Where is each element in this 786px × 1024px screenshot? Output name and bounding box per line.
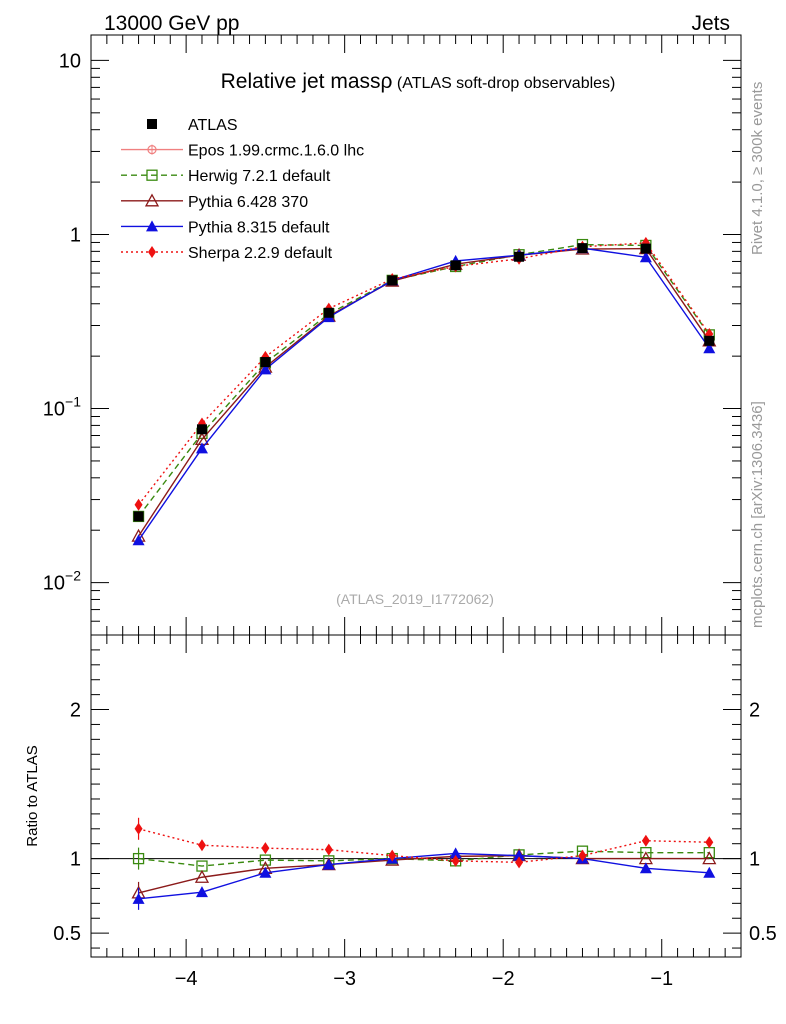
ratio-y-tick-label-right: 1	[749, 849, 760, 871]
series-line	[138, 243, 710, 517]
watermark: (ATLAS_2019_I1772062)	[336, 591, 494, 607]
ratio-y-tick-label-left: 2	[70, 700, 81, 722]
legend-entry-label: Herwig 7.2.1 default	[188, 168, 331, 185]
marker-diamond-filled	[451, 854, 460, 867]
marker-diamond-filled	[388, 849, 397, 862]
ratio-axis-ticks: 0.5 0.5 1 1 2 2 −4 −3 −2 −1	[53, 635, 777, 990]
marker-cross-circle	[147, 144, 157, 155]
y-tick-label: 10−2	[43, 568, 81, 595]
y-tick-label: 1	[70, 224, 81, 246]
marker-square-filled	[196, 424, 207, 435]
marker-triangle-filled	[639, 251, 652, 263]
x-tick-label: −1	[650, 968, 673, 990]
ratio-series-line	[138, 852, 710, 900]
marker-square-filled	[323, 307, 334, 318]
series-line	[137, 247, 710, 541]
marker-square-filled	[260, 357, 271, 368]
marker-square-filled	[640, 243, 651, 254]
marker-square-filled	[147, 119, 157, 129]
marker-diamond-filled	[578, 849, 587, 862]
marker-triangle-filled	[259, 363, 272, 375]
marker-diamond-filled	[148, 246, 156, 258]
ratio-plot-panel: 0.5 0.5 1 1 2 2 −4 −3 −2 −1 Ratio to ATLAS	[24, 634, 777, 990]
marker-square-open	[146, 169, 158, 181]
marker-triangle-filled	[259, 866, 272, 878]
marker-triangle-open	[194, 869, 210, 883]
ratio-series-line	[138, 854, 710, 894]
marker-square-filled	[704, 335, 715, 346]
marker-triangle-open	[702, 851, 717, 865]
ratio-series-line	[138, 828, 710, 864]
header-right: Jets	[691, 12, 730, 35]
marker-diamond-filled	[515, 856, 524, 869]
marker-square-filled	[514, 251, 525, 262]
side-label-bottom: mcplots.cern.ch [arXiv:1306.3436]	[749, 401, 766, 628]
y-tick-label-exp: −1	[65, 394, 81, 410]
marker-triangle-open	[144, 193, 160, 207]
marker-diamond-filled	[134, 822, 143, 835]
marker-triangle-filled	[703, 342, 716, 354]
x-tick-label: −4	[175, 968, 198, 990]
marker-triangle-filled	[195, 886, 208, 898]
legend-entry-label: Pythia 8.315 default	[188, 219, 330, 236]
marker-diamond-filled	[324, 843, 333, 856]
marker-square-open	[259, 854, 272, 866]
x-tick-label: −3	[333, 968, 356, 990]
marker-diamond-filled	[134, 498, 143, 511]
marker-triangle-filled	[639, 862, 652, 874]
marker-square-filled	[387, 275, 398, 286]
marker-triangle-filled	[132, 534, 145, 546]
y-tick-label: 10−1	[43, 394, 81, 421]
marker-triangle-filled	[146, 220, 158, 232]
marker-triangle-filled	[513, 849, 526, 861]
marker-square-filled	[450, 260, 461, 271]
marker-diamond-filled	[705, 836, 714, 849]
ratio-plot-frame	[90, 634, 742, 958]
y-tick-label-base: 10	[43, 573, 65, 595]
y-tick-label-exp: −2	[65, 568, 81, 584]
marker-square-filled	[133, 511, 144, 522]
marker-diamond-filled	[261, 842, 270, 855]
ratio-series-line	[138, 850, 710, 867]
legend-entry-label: ATLAS	[188, 117, 238, 134]
side-label-top: Rivet 4.1.0, ≥ 300k events	[749, 82, 766, 255]
y-tick-label-base: 10	[59, 50, 81, 72]
plot-title: Relative jet massρ (ATLAS soft-drop obse…	[221, 70, 616, 93]
marker-square-filled	[577, 243, 588, 254]
ratio-y-tick-label-left: 1	[70, 849, 81, 871]
y-tick-label: 10	[59, 50, 81, 72]
header-left: 13000 GeV pp	[104, 12, 239, 35]
legend-entry-label: Epos 1.99.crmc.1.6.0 lhc	[188, 143, 364, 160]
legend: ATLAS Epos 1.99.crmc.1.6.0 lhc Herwig 7.2.…	[121, 117, 364, 262]
legend-entry-label: Sherpa 2.2.9 default	[188, 245, 333, 262]
x-tick-label: −2	[492, 968, 515, 990]
series-line	[137, 247, 710, 537]
marker-triangle-filled	[703, 866, 716, 878]
series-line	[138, 242, 710, 506]
marker-triangle-filled	[132, 892, 145, 904]
marker-square-open	[132, 852, 145, 865]
marker-diamond-filled	[197, 839, 206, 852]
marker-triangle-filled	[195, 442, 208, 454]
y-tick-label-base: 10	[43, 399, 65, 421]
ratio-y-label: Ratio to ATLAS	[24, 745, 41, 846]
marker-diamond-filled	[641, 834, 650, 847]
ratio-y-tick-label-right: 2	[749, 700, 760, 722]
ratio-y-tick-label-right: 0.5	[749, 923, 777, 945]
y-tick-label-base: 1	[70, 224, 81, 246]
main-series-group	[131, 236, 717, 546]
marker-square-open	[640, 846, 652, 859]
legend-entry-label: Pythia 6.428 370	[188, 194, 308, 211]
marker-triangle-filled	[449, 847, 462, 859]
marker-triangle-filled	[322, 858, 335, 870]
ratio-y-tick-label-left: 0.5	[53, 923, 81, 945]
ratio-series-group	[131, 817, 717, 910]
